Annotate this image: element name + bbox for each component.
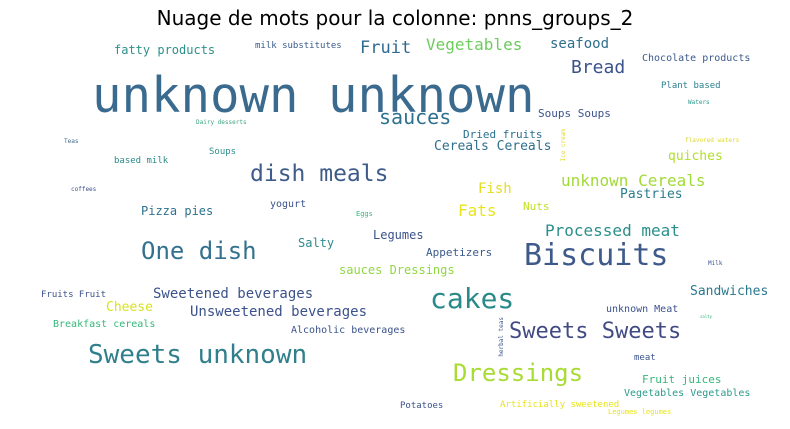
word: Dried fruits [463, 128, 543, 141]
word: Bread [571, 57, 626, 78]
word: Appetizers [426, 246, 493, 259]
word: Dressings [453, 359, 584, 387]
word: Pizza pies [141, 204, 214, 218]
word: Teas [64, 138, 79, 145]
word: seafood [550, 36, 610, 52]
word: Sweets unknown [88, 340, 308, 370]
word: Soups Soups [538, 107, 611, 120]
word: unknown Cereals [561, 171, 706, 190]
word: fatty products [114, 43, 216, 57]
word: Milk [708, 260, 723, 267]
word: unknown Meat [606, 304, 679, 315]
word: Sweetened beverages [153, 286, 314, 302]
word: meat [634, 353, 656, 363]
word: Salty [298, 236, 335, 250]
word: Legumes legumes [608, 408, 672, 416]
word: Fruit [360, 38, 412, 58]
word: salty [700, 314, 713, 319]
chart-title: Nuage de mots pour la colonne: pnns_grou… [156, 6, 634, 30]
word: Legumes [373, 228, 424, 242]
word: cakes [430, 282, 515, 315]
word: Breakfast cereals [53, 319, 156, 330]
word: sauces Dressings [339, 263, 455, 277]
word: Fruit juices [642, 373, 722, 386]
word: Sandwiches [690, 284, 769, 299]
word: Eggs [356, 210, 373, 218]
word: Waters [688, 99, 710, 106]
word: Vegetables Vegetables [624, 388, 751, 399]
word: Soups [209, 147, 237, 157]
word: Dairy desserts [196, 119, 247, 126]
word: dish meals [250, 161, 389, 187]
word: Fats [458, 201, 497, 220]
word: Vegetables [426, 35, 523, 54]
word: Artificially sweetened [500, 400, 620, 410]
word: Fruits Fruit [41, 290, 107, 300]
word: Nuts [523, 200, 550, 213]
word: quiches [668, 149, 723, 164]
word: based milk [114, 156, 169, 166]
word: unknown unknown [92, 67, 535, 124]
word: coffees [71, 186, 97, 193]
word: Cheese [106, 300, 153, 315]
word: Cereals Cereals [434, 139, 552, 154]
word: sauces [379, 105, 452, 129]
word: Unsweetened beverages [190, 304, 368, 320]
word: One dish [141, 237, 257, 265]
word: Sweets Sweets [509, 319, 682, 344]
word: milk substitutes [255, 41, 342, 51]
word: herbal teas [498, 317, 505, 357]
word: Processed meat [545, 221, 680, 240]
word: Ice cream [560, 129, 567, 162]
word: Plant based [661, 81, 721, 91]
word: Chocolate products [642, 53, 751, 64]
word: Alcoholic beverages [291, 325, 406, 336]
word: yogurt [270, 199, 307, 210]
word: flavored waters [685, 137, 740, 144]
word: Pastries [620, 187, 683, 202]
word: Fish [478, 181, 512, 197]
word: Potatoes [400, 401, 444, 411]
word: Biscuits [524, 238, 669, 273]
word-cloud: unknown unknown Biscuits cakes Sweets un… [34, 37, 774, 427]
